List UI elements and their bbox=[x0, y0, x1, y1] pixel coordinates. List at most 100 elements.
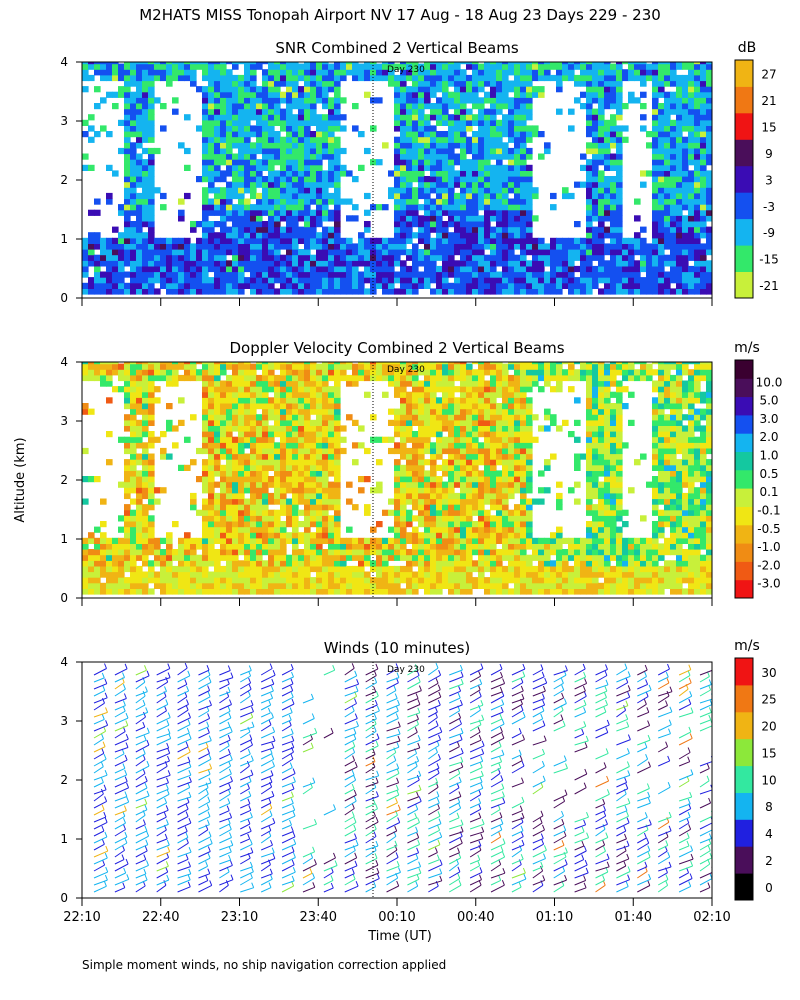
heatmap-cell bbox=[268, 481, 275, 488]
heatmap-cell bbox=[388, 447, 395, 455]
heatmap-cell bbox=[328, 369, 335, 376]
heatmap-cell bbox=[658, 62, 665, 65]
heatmap-cell bbox=[418, 147, 425, 155]
heatmap-cell bbox=[514, 260, 521, 267]
heatmap-cell bbox=[94, 288, 101, 295]
heatmap-cell bbox=[526, 288, 533, 295]
heatmap-cell bbox=[394, 380, 401, 387]
heatmap-cell bbox=[94, 209, 101, 216]
heatmap-cell bbox=[706, 271, 712, 278]
heatmap-cell bbox=[676, 159, 683, 166]
heatmap-cell bbox=[226, 103, 233, 110]
heatmap-cell bbox=[538, 153, 545, 160]
heatmap-cell bbox=[406, 397, 413, 404]
heatmap-cell bbox=[208, 442, 215, 449]
heatmap-cell bbox=[442, 131, 449, 138]
heatmap-cell bbox=[334, 288, 341, 295]
heatmap-cell bbox=[268, 80, 275, 87]
heatmap-cell bbox=[202, 142, 209, 149]
heatmap-cell bbox=[124, 147, 131, 155]
heatmap-cell bbox=[376, 481, 383, 488]
heatmap-cell bbox=[442, 63, 449, 70]
heatmap-cell bbox=[190, 226, 197, 233]
heatmap-cell bbox=[418, 153, 425, 160]
heatmap-cell bbox=[484, 131, 491, 138]
heatmap-cell bbox=[244, 419, 251, 426]
heatmap-cell bbox=[598, 91, 605, 98]
heatmap-cell bbox=[226, 74, 233, 82]
heatmap-cell bbox=[196, 282, 203, 289]
heatmap-cell bbox=[274, 153, 281, 160]
heatmap-cell bbox=[382, 288, 389, 295]
heatmap-cell bbox=[226, 408, 233, 415]
heatmap-cell bbox=[304, 571, 311, 578]
heatmap-cell bbox=[412, 487, 419, 494]
heatmap-cell bbox=[238, 181, 245, 188]
heatmap-cell bbox=[190, 571, 197, 578]
heatmap-cell bbox=[208, 226, 215, 233]
heatmap-cell bbox=[676, 243, 683, 250]
heatmap-cell bbox=[268, 582, 275, 589]
heatmap-cell bbox=[610, 288, 617, 295]
heatmap-cell bbox=[298, 397, 305, 404]
heatmap-cell bbox=[334, 453, 341, 460]
heatmap-cell bbox=[400, 232, 407, 239]
heatmap-cell bbox=[82, 63, 89, 70]
heatmap-cell bbox=[88, 164, 95, 171]
heatmap-cell bbox=[148, 543, 155, 550]
heatmap-cell bbox=[580, 288, 587, 295]
heatmap-cell bbox=[490, 271, 497, 278]
heatmap-cell bbox=[256, 86, 263, 93]
heatmap-cell bbox=[550, 277, 557, 284]
heatmap-cell bbox=[334, 125, 341, 132]
heatmap-cell bbox=[472, 170, 479, 177]
heatmap-cell bbox=[328, 588, 335, 595]
heatmap-cell bbox=[616, 86, 623, 93]
heatmap-cell bbox=[610, 114, 617, 121]
heatmap-cell bbox=[508, 209, 515, 216]
heatmap-cell bbox=[328, 560, 335, 567]
heatmap-cell bbox=[400, 369, 407, 376]
heatmap-cell bbox=[286, 159, 293, 166]
heatmap-cell bbox=[418, 170, 425, 177]
heatmap-cell bbox=[220, 431, 227, 438]
heatmap-cell bbox=[670, 74, 677, 82]
heatmap-cell bbox=[478, 288, 485, 295]
heatmap-cell bbox=[514, 69, 521, 76]
heatmap-cell bbox=[616, 147, 623, 155]
heatmap-cell bbox=[610, 69, 617, 76]
heatmap-cell bbox=[664, 192, 671, 200]
heatmap-cell bbox=[166, 363, 173, 370]
heatmap-cell bbox=[148, 243, 155, 250]
heatmap-cell bbox=[322, 571, 329, 578]
heatmap-cell bbox=[268, 74, 275, 82]
heatmap-cell bbox=[130, 125, 137, 132]
heatmap-cell bbox=[472, 277, 479, 284]
heatmap-cell bbox=[208, 362, 215, 365]
heatmap-cell bbox=[334, 204, 341, 211]
heatmap-cell bbox=[484, 226, 491, 233]
heatmap-cell bbox=[160, 74, 167, 82]
heatmap-cell bbox=[250, 74, 257, 82]
heatmap-cell bbox=[124, 492, 131, 500]
heatmap-cell bbox=[472, 254, 479, 261]
heatmap-cell bbox=[226, 243, 233, 250]
heatmap-cell bbox=[220, 136, 227, 143]
heatmap-cell bbox=[286, 431, 293, 438]
heatmap-cell bbox=[364, 588, 371, 595]
heatmap-cell bbox=[208, 431, 215, 438]
heatmap-cell bbox=[586, 265, 593, 273]
heatmap-cell bbox=[106, 554, 113, 561]
heatmap-cell bbox=[514, 74, 521, 82]
heatmap-cell bbox=[670, 147, 677, 155]
heatmap-cell bbox=[166, 69, 173, 76]
colorbar-label: 21 bbox=[761, 94, 776, 108]
heatmap-cell bbox=[304, 237, 311, 244]
heatmap-cell bbox=[580, 62, 587, 65]
heatmap-cell bbox=[166, 549, 173, 556]
heatmap-cell bbox=[628, 237, 635, 244]
heatmap-cell bbox=[262, 565, 269, 573]
heatmap-cell bbox=[160, 537, 167, 544]
heatmap-cell bbox=[466, 147, 473, 155]
heatmap-cell bbox=[256, 119, 263, 126]
